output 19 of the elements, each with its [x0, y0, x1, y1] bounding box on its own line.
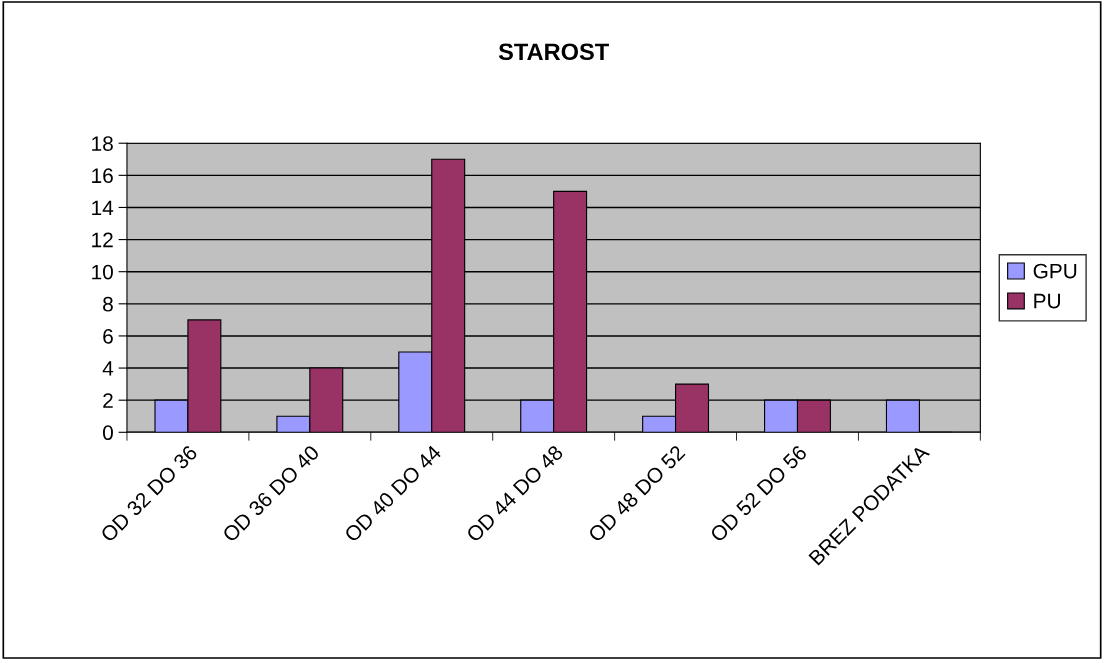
legend-label: GPU: [1033, 263, 1077, 279]
x-tick-label: OD 44 DO 48: [465, 444, 564, 543]
chart-title: STAROST: [498, 43, 609, 61]
x-tick-label: OD 36 DO 40: [221, 444, 321, 543]
y-tick-label: 6: [103, 328, 113, 344]
y-tick-label: 4: [102, 361, 114, 376]
y-tick-label: 2: [103, 393, 113, 408]
legend-label: PU: [1034, 293, 1060, 309]
x-tick-label: OD 52 DO 56: [709, 444, 808, 543]
y-tick-label: 16: [92, 168, 113, 184]
x-tick-label: OD 32 DO 36: [99, 444, 199, 543]
x-tick-label: OD 48 DO 52: [587, 444, 686, 543]
y-tick-label: 12: [92, 232, 113, 248]
x-tick-label: OD 40 DO 44: [343, 444, 443, 543]
y-tick-label: 14: [92, 200, 114, 216]
y-tick-label: 18: [92, 136, 113, 151]
y-tick-label: 10: [92, 264, 113, 280]
y-tick-label: 8: [103, 296, 113, 312]
y-tick-label: 0: [102, 425, 113, 441]
